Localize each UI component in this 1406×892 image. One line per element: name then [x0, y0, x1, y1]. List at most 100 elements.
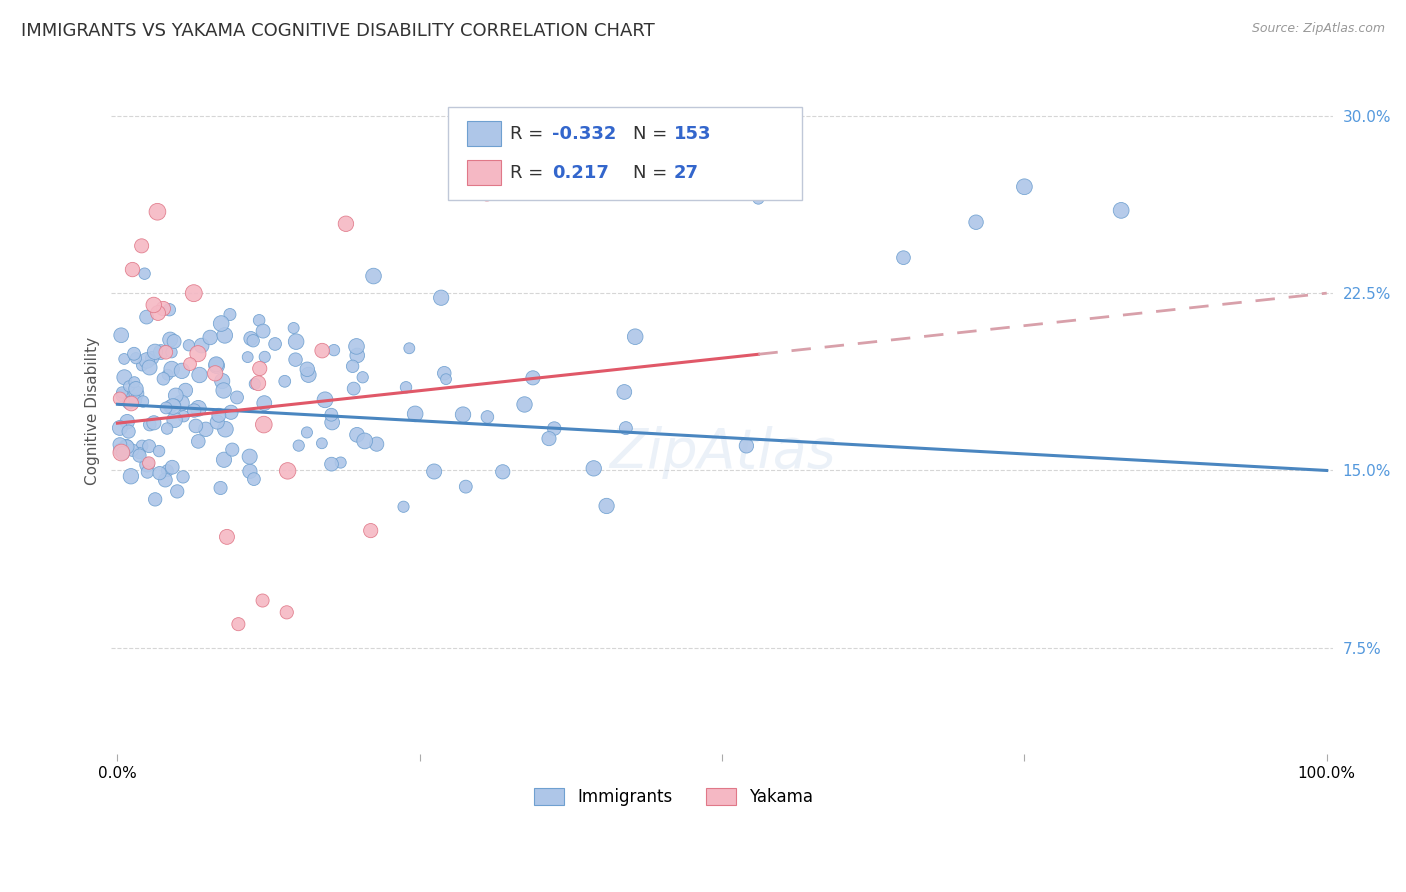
Point — [226, 391, 249, 405]
Point — [204, 367, 226, 381]
Point — [187, 434, 209, 449]
Point — [335, 217, 357, 231]
Point — [284, 352, 307, 367]
Point — [128, 449, 150, 463]
Point — [170, 364, 193, 378]
Point — [132, 394, 155, 409]
Point — [115, 440, 138, 454]
Point — [342, 359, 364, 374]
Point — [156, 464, 179, 478]
Point — [136, 458, 159, 472]
Point — [595, 499, 617, 513]
Point — [360, 524, 382, 538]
Point — [124, 375, 146, 389]
Point — [219, 405, 242, 419]
Point — [108, 392, 131, 406]
Point — [118, 395, 141, 409]
Point — [179, 357, 201, 371]
Point — [157, 302, 180, 317]
Point — [228, 617, 250, 632]
Point — [117, 425, 139, 439]
Point — [363, 268, 385, 283]
Point — [247, 376, 270, 391]
Point — [243, 472, 266, 486]
Point — [582, 461, 605, 475]
Point — [277, 464, 299, 478]
Point — [321, 408, 343, 422]
Point — [314, 392, 336, 407]
Point — [423, 465, 446, 479]
Point — [131, 359, 153, 373]
Point — [188, 368, 211, 382]
Point — [346, 427, 368, 442]
Point — [209, 317, 232, 331]
Point — [475, 187, 498, 202]
Point — [125, 351, 148, 366]
Point — [152, 372, 174, 386]
Point — [214, 422, 236, 436]
Point — [124, 393, 146, 408]
Point — [108, 421, 131, 435]
Point — [159, 333, 181, 347]
Point — [143, 492, 166, 507]
Point — [111, 385, 134, 400]
Point — [142, 416, 165, 430]
Point — [295, 425, 318, 440]
Point — [434, 372, 457, 386]
Point — [155, 473, 177, 487]
Point — [239, 331, 262, 345]
Point — [395, 380, 418, 394]
Point — [297, 368, 319, 382]
Point — [115, 415, 138, 429]
Point — [243, 376, 266, 391]
Text: N =: N = — [633, 163, 673, 182]
Point — [118, 379, 141, 393]
Point — [239, 464, 262, 478]
Point — [252, 593, 274, 607]
Point — [142, 298, 165, 312]
Point — [404, 407, 426, 421]
Point — [165, 388, 187, 402]
Point — [108, 437, 131, 451]
Point — [249, 361, 271, 376]
Point — [543, 421, 565, 435]
Point — [125, 382, 148, 396]
Point — [366, 437, 388, 451]
Point — [138, 439, 160, 453]
Point — [346, 339, 368, 353]
Point — [160, 345, 183, 359]
Point — [274, 374, 297, 388]
Point — [148, 444, 170, 458]
Point — [253, 417, 276, 432]
Point — [323, 343, 346, 358]
Point — [287, 439, 309, 453]
Point — [184, 419, 207, 434]
Point — [172, 470, 194, 484]
Point — [207, 415, 229, 429]
Point — [183, 403, 205, 417]
Point — [392, 500, 415, 514]
Point — [212, 452, 235, 467]
Point — [219, 308, 242, 322]
Point — [321, 416, 343, 430]
Point — [433, 366, 456, 380]
Point — [112, 370, 135, 384]
Point — [735, 439, 758, 453]
Point — [430, 291, 453, 305]
Text: ZipAtlas: ZipAtlas — [609, 426, 835, 479]
Point — [121, 443, 143, 458]
Text: 27: 27 — [673, 163, 699, 182]
Point — [205, 357, 228, 371]
Point — [297, 362, 319, 376]
Point — [614, 421, 637, 435]
Point — [353, 434, 375, 448]
Point — [160, 362, 183, 376]
Point — [253, 396, 276, 410]
Point — [111, 388, 134, 402]
Point — [205, 359, 228, 373]
Point — [187, 401, 209, 416]
Point — [321, 457, 343, 471]
Point — [252, 324, 274, 338]
Point — [513, 397, 536, 411]
Point — [170, 396, 193, 410]
